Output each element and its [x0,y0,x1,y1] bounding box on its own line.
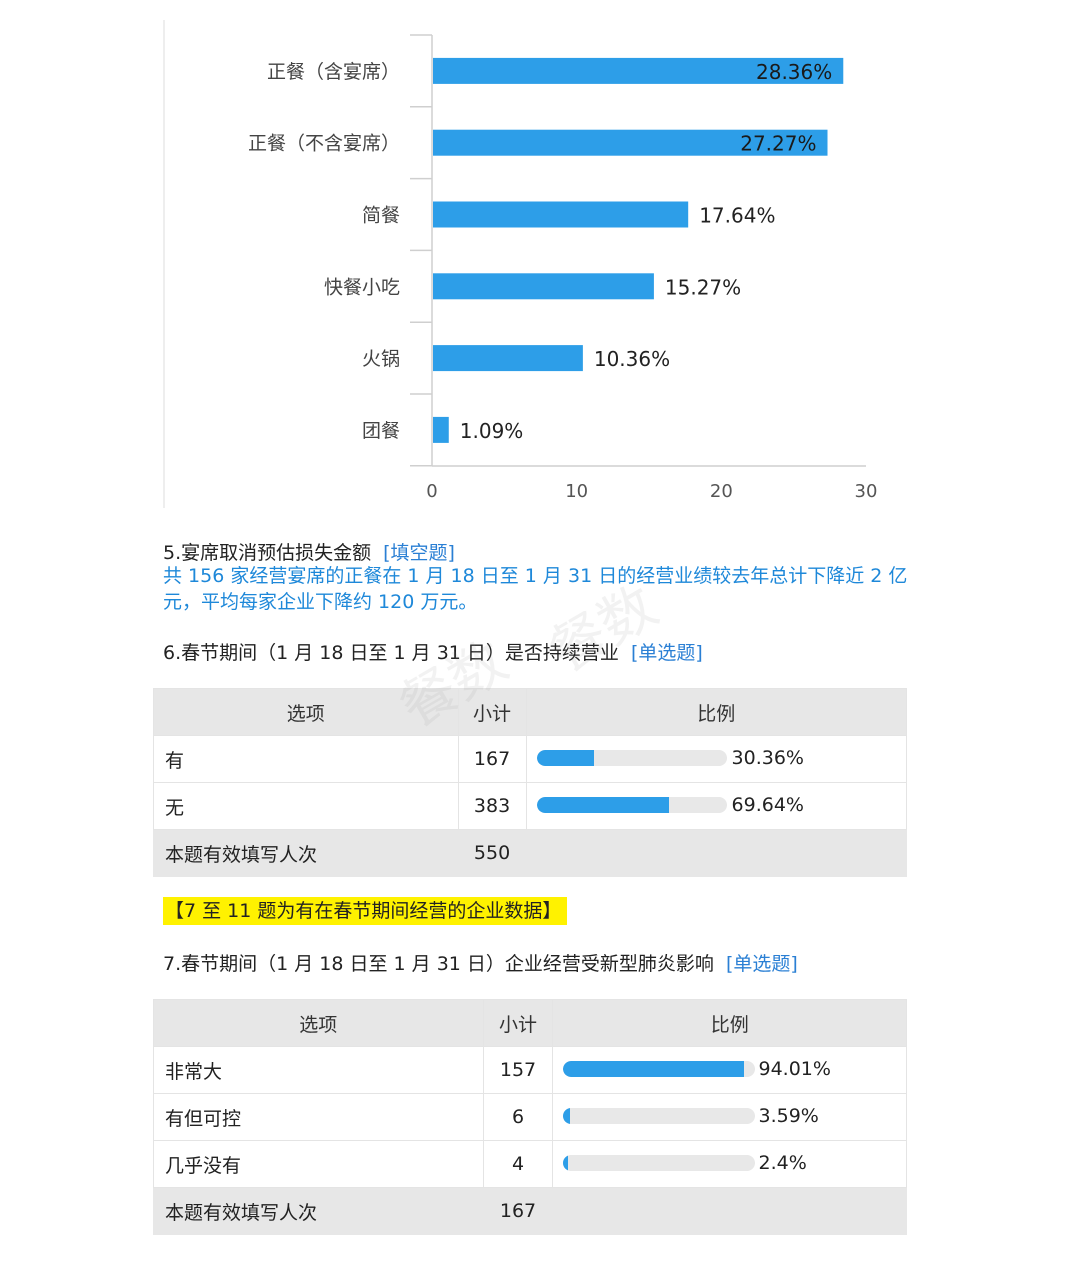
chart-bar [433,129,828,156]
chart-bar [433,57,844,84]
ratio-percent: 94.01% [758,1058,831,1080]
q6-table: 选项 小计 比例 有 167 30.36% 无 383 69.64% 本题有效填… [153,688,908,877]
q6-row-count: 167 [457,735,527,783]
q7-footer-count: 167 [482,1187,554,1235]
chart-category-label: 火锅 [362,348,400,370]
table-row: 有但可控 6 3.59% [153,1093,907,1141]
chart-value-label: 28.36% [756,60,832,84]
q6-row-option: 有 [153,735,459,783]
q7-type-tag: [单选题] [725,953,798,975]
q6-footer-row: 本题有效填写人次 550 [153,829,908,877]
q7-footer-row: 本题有效填写人次 167 [153,1187,907,1235]
ratio-percent: 69.64% [731,794,804,816]
progress-bar [536,797,727,813]
progress-bar [536,750,727,766]
q7-row-count: 157 [482,1046,554,1094]
section-highlight-note: 【7 至 11 题为有在春节期间经营的企业数据】 [163,897,568,925]
chart-category-label: 正餐（不含宴席） [248,132,400,155]
q7-row-ratio: 2.4% [552,1140,907,1188]
q7-row-option: 有但可控 [153,1093,484,1141]
chart-category-label: 团餐 [362,420,400,442]
progress-bar [563,1155,756,1171]
chart-bar [433,201,689,228]
q7-title: 7.春节期间（1 月 18 日至 1 月 31 日）企业经营受新型肺炎影响 [163,953,714,975]
x-tick-label: 0 [426,481,437,502]
progress-fill [563,1155,569,1171]
q6-footer-label: 本题有效填写人次 [153,829,459,877]
chart-value-label: 10.36% [594,347,670,371]
table-row: 几乎没有 4 2.4% [153,1140,907,1188]
progress-fill [536,750,595,766]
chart-bar [433,416,449,443]
q7-header-row: 选项 小计 比例 [153,999,907,1047]
table-row: 非常大 157 94.01% [153,1046,907,1094]
q5-title-row: 5.宴席取消预估损失金额 [填空题] [163,538,455,565]
progress-fill [563,1061,744,1077]
q5-type-tag: [填空题] [383,542,455,564]
q7-footer-label: 本题有效填写人次 [153,1187,484,1235]
q6-header-count: 小计 [457,688,527,736]
chart-category-label: 正餐（含宴席） [267,60,400,83]
progress-fill [563,1108,571,1124]
q6-type-tag: [单选题] [630,642,703,664]
chart-value-label: 17.64% [699,204,775,228]
q6-footer-count: 550 [457,829,527,877]
x-tick-label: 10 [565,481,588,502]
progress-bar [563,1108,756,1124]
ratio-percent: 30.36% [731,747,804,769]
q7-row-count: 4 [482,1140,554,1188]
q7-header-count: 小计 [482,999,554,1047]
chart-value-label: 1.09% [460,419,524,443]
q7-row-option: 非常大 [153,1046,484,1094]
q6-footer-empty [525,829,908,877]
chart-bar [433,345,583,372]
q6-row-ratio: 30.36% [525,735,908,783]
progress-fill [536,797,669,813]
table-row: 无 383 69.64% [153,782,908,830]
q6-row-ratio: 69.64% [525,782,908,830]
chart-category-label: 快餐小吃 [324,276,400,298]
chart-value-label: 15.27% [665,275,741,299]
table-row: 有 167 30.36% [153,735,908,783]
q5-summary: 共 156 家经营宴席的正餐在 1 月 18 日至 1 月 31 日的经营业绩较… [163,565,908,613]
q7-header-ratio: 比例 [552,999,907,1047]
x-tick-label: 30 [855,481,878,502]
q6-header-row: 选项 小计 比例 [153,688,908,736]
ratio-percent: 2.4% [758,1152,807,1174]
q7-row-ratio: 94.01% [552,1046,907,1094]
q7-header-option: 选项 [153,999,484,1047]
chart-bar [433,273,654,300]
q6-header-ratio: 比例 [525,688,908,736]
q7-row-option: 几乎没有 [153,1140,484,1188]
progress-bar [563,1061,756,1077]
chart-value-label: 27.27% [740,132,816,156]
q6-title-row: 6.春节期间（1 月 18 日至 1 月 31 日）是否持续营业 [单选题] [163,638,703,665]
chart-category-label: 简餐 [362,205,400,227]
q6-row-option: 无 [153,782,459,830]
q7-row-count: 6 [482,1093,554,1141]
ratio-percent: 3.59% [758,1105,819,1127]
q6-title: 6.春节期间（1 月 18 日至 1 月 31 日）是否持续营业 [163,642,619,664]
q7-title-row: 7.春节期间（1 月 18 日至 1 月 31 日）企业经营受新型肺炎影响 [单选… [163,949,798,976]
q7-footer-empty [552,1187,907,1235]
q6-row-count: 383 [457,782,527,830]
q7-table: 选项 小计 比例 非常大 157 94.01% 有但可控 6 3.59% 几乎没… [153,999,907,1235]
x-tick-label: 20 [710,481,733,502]
q5-title: 5.宴席取消预估损失金额 [163,542,372,564]
q7-row-ratio: 3.59% [552,1093,907,1141]
